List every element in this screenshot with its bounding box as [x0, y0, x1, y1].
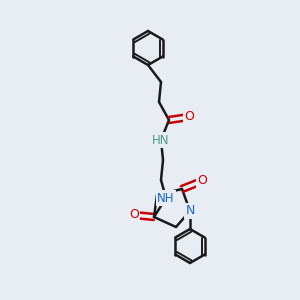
Text: N: N	[185, 205, 195, 218]
Text: NH: NH	[157, 191, 175, 205]
Text: O: O	[129, 208, 139, 221]
Text: HN: HN	[152, 134, 170, 146]
Text: O: O	[184, 110, 194, 124]
Text: O: O	[197, 175, 207, 188]
